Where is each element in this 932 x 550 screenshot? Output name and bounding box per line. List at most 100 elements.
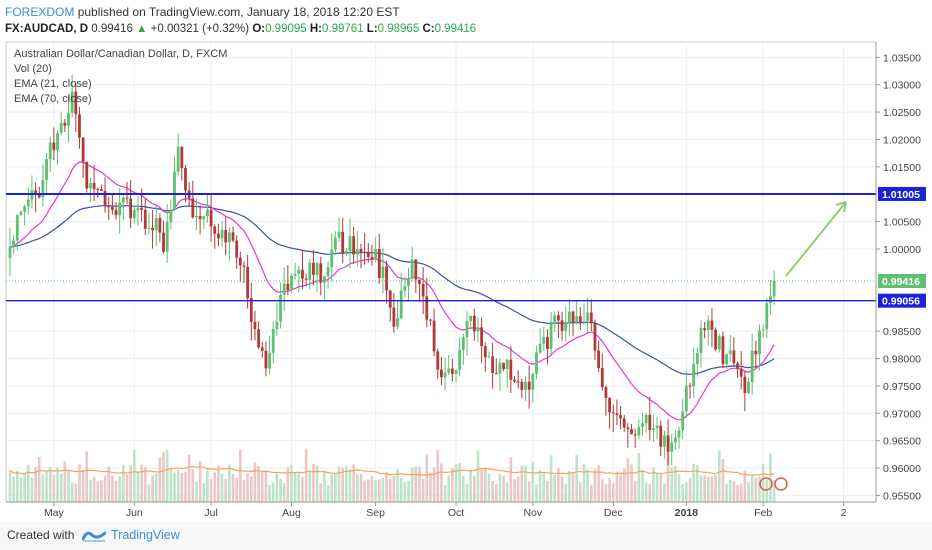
candle-body xyxy=(754,350,758,355)
volume-bar xyxy=(253,462,257,502)
candle-body xyxy=(279,294,282,322)
candle-body xyxy=(231,232,235,241)
volume-bar xyxy=(37,456,41,502)
x-tick-label: 2 xyxy=(841,507,847,518)
volume-bar xyxy=(337,466,341,502)
volume-bar xyxy=(549,455,553,502)
volume-bar xyxy=(557,467,560,502)
candle-body xyxy=(703,328,707,331)
volume-bar xyxy=(385,471,388,502)
candle-body xyxy=(59,122,63,133)
publisher-link[interactable]: FOREXDOM xyxy=(5,5,75,19)
volume-bar xyxy=(429,472,432,502)
high-value: 0.99761 xyxy=(322,23,364,35)
candle-body xyxy=(293,273,297,276)
volume-bar xyxy=(725,484,728,502)
candle-body xyxy=(352,236,356,255)
volume-bar xyxy=(370,475,374,502)
candle-body xyxy=(502,362,505,370)
candle-body xyxy=(706,320,710,331)
volume-bar xyxy=(758,476,761,502)
candle-body xyxy=(739,368,743,377)
candle-body xyxy=(505,359,509,370)
candle-body xyxy=(107,206,111,208)
volume-bar xyxy=(396,468,399,502)
y-tick-label: 0.98500 xyxy=(883,326,921,338)
candle-body xyxy=(366,252,370,257)
candle-body xyxy=(725,354,728,365)
candle-body xyxy=(118,202,122,216)
candle-body xyxy=(480,327,484,347)
y-tick-label: 1.03500 xyxy=(883,52,921,64)
candle-body xyxy=(216,233,220,239)
volume-bar xyxy=(579,482,582,502)
volume-bar xyxy=(674,465,677,502)
event-flag-icon xyxy=(759,477,773,491)
volume-bar xyxy=(162,451,165,502)
candle-body xyxy=(630,429,633,435)
volume-bar xyxy=(63,461,67,502)
price-chart[interactable]: 1.03500 1.03000 1.02500 1.02000 1.01500 1.005… xyxy=(4,40,926,518)
volume-bar xyxy=(359,473,363,502)
volume-bar xyxy=(56,467,59,502)
candle-body xyxy=(769,296,772,304)
candle-body xyxy=(52,142,56,151)
last-price: 0.99416 xyxy=(91,23,133,35)
candle-body xyxy=(330,249,334,268)
volume-bar xyxy=(180,472,184,502)
candle-body xyxy=(710,320,714,330)
candle-body xyxy=(418,279,421,285)
candle-body xyxy=(312,262,315,275)
volume-bar xyxy=(111,475,114,502)
symbol-label: FX:AUDCAD, D xyxy=(5,23,89,35)
candle-body xyxy=(717,336,721,350)
volume-bar xyxy=(487,473,491,502)
publish-header: FOREXDOM published on TradingView.com, J… xyxy=(5,4,925,20)
volume-bar xyxy=(209,479,213,502)
tradingview-link[interactable]: TradingView xyxy=(111,528,180,542)
volume-bar xyxy=(728,479,732,502)
volume-bar xyxy=(710,476,714,502)
volume-bar xyxy=(323,470,326,502)
candle-body xyxy=(92,183,96,190)
candle-body xyxy=(125,197,129,199)
candle-body xyxy=(147,227,151,229)
volume-bar xyxy=(133,450,136,502)
volume-bar xyxy=(692,463,695,502)
candle-body xyxy=(165,222,169,252)
candle-body xyxy=(308,262,312,280)
volume-bar xyxy=(560,476,564,502)
candle-body xyxy=(173,171,176,210)
volume-bar xyxy=(747,482,750,502)
candle-body xyxy=(531,373,535,390)
volume-bar xyxy=(34,467,37,502)
candle-body xyxy=(286,283,290,291)
volume-bar xyxy=(593,469,597,502)
candle-body xyxy=(695,352,699,364)
volume-bar xyxy=(45,471,48,502)
candle-body xyxy=(184,168,187,191)
volume-bar xyxy=(462,476,465,502)
legend-title: Australian Dollar/Canadian Dollar, D, FX… xyxy=(14,48,228,60)
candle-body xyxy=(323,276,326,283)
volume-bar xyxy=(92,476,96,502)
volume-bar xyxy=(30,477,34,502)
candle-body xyxy=(268,352,271,369)
candle-body xyxy=(89,183,92,189)
candle-body xyxy=(454,370,458,374)
volume-bar xyxy=(275,472,279,502)
volume-bar xyxy=(630,464,633,502)
volume-bar xyxy=(436,449,440,502)
candle-body xyxy=(37,193,41,198)
volume-bars xyxy=(8,448,776,502)
volume-bar xyxy=(213,472,217,502)
volume-bar xyxy=(114,481,118,502)
volume-bar xyxy=(425,454,429,502)
ema70-line xyxy=(9,205,775,375)
tradingview-logo-icon[interactable] xyxy=(82,527,106,543)
candle-body xyxy=(78,114,81,138)
volume-bar xyxy=(531,461,535,502)
last-price-tag-label: 0.99416 xyxy=(882,276,920,288)
candle-body xyxy=(246,266,250,299)
volume-bar xyxy=(750,475,754,502)
